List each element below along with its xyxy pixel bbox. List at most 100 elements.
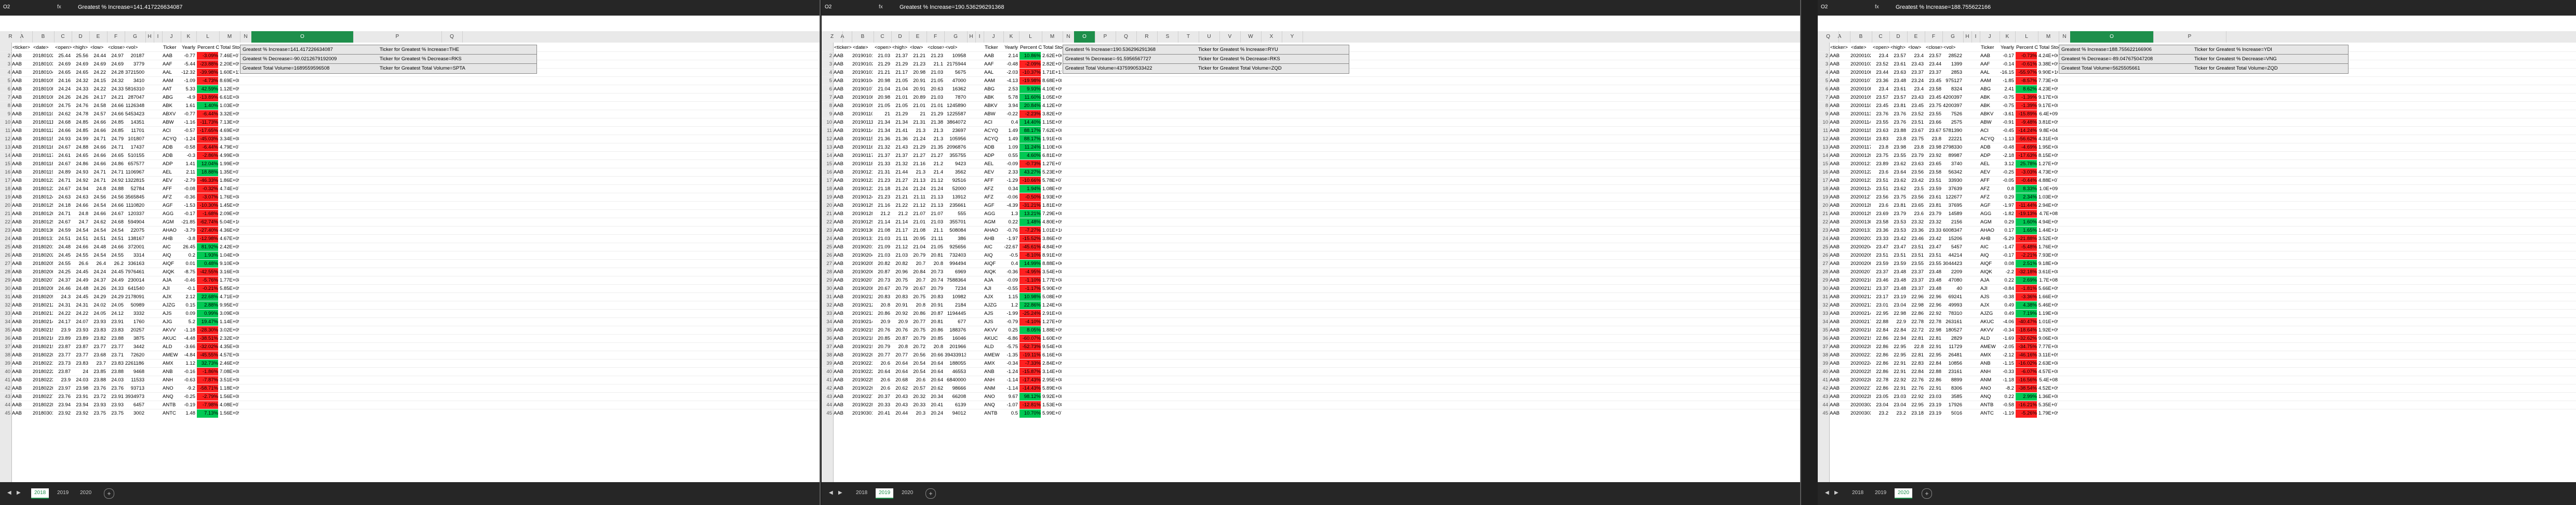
cell-m[interactable]: 4.23E+09 xyxy=(2038,86,2058,92)
cell-b[interactable]: 20180111 xyxy=(33,119,53,125)
cell-m[interactable]: 2.84E+09 xyxy=(1042,361,1062,366)
cell-l[interactable]: -3.03% xyxy=(2016,168,2037,177)
cell-a[interactable]: AAB xyxy=(12,178,22,183)
cell-b[interactable]: 20190101 xyxy=(852,53,873,59)
row-number[interactable]: 39 xyxy=(5,361,10,366)
cell-f[interactable]: 21.38 xyxy=(931,119,943,125)
cell-l[interactable]: -46.33% xyxy=(197,177,218,185)
row-number[interactable]: 35 xyxy=(826,327,832,333)
cell-a[interactable]: AAB xyxy=(12,169,22,175)
cell-d[interactable]: 20.91 xyxy=(895,302,908,308)
cell-b[interactable]: 20180206 xyxy=(33,269,53,275)
cell-b[interactable]: 20190218 xyxy=(852,336,873,341)
cell-g[interactable]: 372001 xyxy=(128,244,144,250)
cell-c[interactable]: 21.2 xyxy=(880,211,891,217)
summary-ticker-line-1[interactable]: Ticker for Greatest % Decrease=RKS xyxy=(380,56,462,62)
cell-f[interactable]: 23.57 xyxy=(1929,53,1941,59)
cell-e[interactable]: 23.36 xyxy=(1911,228,1924,233)
cell-a[interactable]: AAB xyxy=(1830,336,1840,341)
cell-c[interactable]: 23.76 xyxy=(58,394,71,400)
formula-input[interactable]: Greatest % Increase=188.755622166 xyxy=(1896,4,1991,10)
cell-m[interactable]: 1.35E+07 xyxy=(220,169,239,175)
cell-l[interactable]: 8.33% xyxy=(2016,185,2037,193)
cell-k[interactable]: -0.75 xyxy=(2003,95,2014,100)
column-header-t[interactable]: T xyxy=(1178,31,1199,43)
cell-b[interactable]: 20200213 xyxy=(1850,302,1871,308)
cell-l[interactable]: -25.24% xyxy=(1019,310,1041,318)
summary-header-l[interactable]: Percent Change xyxy=(1020,45,1042,50)
cell-a[interactable]: AAB xyxy=(12,286,22,291)
cell-a[interactable]: AAB xyxy=(12,153,22,158)
cell-l[interactable]: -15.52% xyxy=(1019,235,1041,243)
cell-j[interactable]: AJI xyxy=(984,286,991,291)
cell-c[interactable]: 24.17 xyxy=(58,319,71,325)
row-number[interactable]: 4 xyxy=(7,70,10,75)
row-number[interactable]: 26 xyxy=(826,253,832,258)
row-number[interactable]: 19 xyxy=(826,194,832,200)
cell-m[interactable]: 4.73E+09 xyxy=(2038,169,2058,175)
cell-f[interactable]: 23.32 xyxy=(1929,219,1941,225)
column-header-l[interactable]: L xyxy=(1019,31,1042,43)
cell-g[interactable]: 3332 xyxy=(133,311,144,316)
sheet-tab-2020[interactable]: 2020 xyxy=(1895,488,1913,499)
cell-l[interactable]: -4.10% xyxy=(1019,318,1041,326)
cell-l[interactable]: -12.81% xyxy=(1019,401,1041,409)
cell-g[interactable]: 101807 xyxy=(128,136,144,142)
cell-l[interactable]: -0.73% xyxy=(2016,52,2037,60)
cell-m[interactable]: 1.10E+08 xyxy=(1042,144,1062,150)
cell-d[interactable]: 24.48 xyxy=(76,286,88,291)
cell-j[interactable]: AJZG xyxy=(984,302,997,308)
cell-c[interactable]: 24.67 xyxy=(58,219,71,225)
cell-d[interactable]: 23.48 xyxy=(1894,78,1906,84)
cell-e[interactable]: 23.46 xyxy=(1911,236,1924,242)
cell-d[interactable]: 20.44 xyxy=(895,410,908,416)
cell-g[interactable]: 732403 xyxy=(949,253,966,258)
row-number[interactable]: 36 xyxy=(1822,336,1828,341)
cell-f[interactable]: 23.44 xyxy=(1929,61,1941,67)
cell-a[interactable]: AAB xyxy=(12,186,22,192)
cell-l[interactable]: -1.86% xyxy=(197,368,218,376)
cell-c[interactable]: 24.22 xyxy=(58,311,71,316)
cell-m[interactable]: 4.69E+05 xyxy=(220,128,239,134)
cell-f[interactable]: 23.19 xyxy=(1929,410,1941,416)
column-header-j[interactable]: J xyxy=(1980,31,2000,43)
cell-f[interactable]: 24.66 xyxy=(111,111,124,117)
cell-d[interactable]: 21.24 xyxy=(895,186,908,192)
cell-k[interactable]: 0.01 xyxy=(185,261,196,267)
cell-b[interactable]: 20190221 xyxy=(852,361,873,366)
row-number[interactable]: 9 xyxy=(7,111,10,117)
cell-g[interactable]: 9423 xyxy=(955,161,966,167)
cell-g[interactable]: 20257 xyxy=(130,327,144,333)
cell-l[interactable]: -32.02% xyxy=(197,343,218,351)
cell-l[interactable]: -62.74% xyxy=(197,218,218,227)
cell-a[interactable]: AAB xyxy=(12,86,22,92)
cell-b[interactable]: 20200129 xyxy=(1850,211,1871,217)
cell-c[interactable]: 23.63 xyxy=(1876,128,1888,134)
cell-j[interactable]: AIQ xyxy=(984,253,993,258)
column-header-q[interactable]: Q xyxy=(1818,31,1839,43)
cell-c[interactable]: 23.51 xyxy=(1876,186,1888,192)
cell-g[interactable]: 89987 xyxy=(1948,153,1962,158)
header-cell-g[interactable]: <vol> xyxy=(1943,45,1956,50)
cell-d[interactable]: 20.68 xyxy=(895,377,908,383)
cell-f[interactable]: 23.59 xyxy=(1929,186,1941,192)
row-number[interactable]: 41 xyxy=(1822,377,1828,383)
cell-g[interactable]: 188055 xyxy=(949,361,966,366)
cell-m[interactable]: 4.35E+08 xyxy=(220,344,239,350)
cell-f[interactable]: 21.07 xyxy=(931,211,943,217)
cell-m[interactable]: 4.52E+09 xyxy=(2038,386,2058,391)
cell-m[interactable]: 4.24E+06 xyxy=(2038,53,2058,59)
cell-d[interactable]: 23.81 xyxy=(1894,103,1906,109)
cell-f[interactable]: 23.55 xyxy=(1929,261,1941,267)
cell-f[interactable]: 22.84 xyxy=(1929,361,1941,366)
cell-b[interactable]: 20190225 xyxy=(852,377,873,383)
row-number[interactable]: 15 xyxy=(1822,161,1828,167)
cell-b[interactable]: 20190104 xyxy=(852,78,873,84)
cell-c[interactable]: 23.44 xyxy=(1876,70,1888,75)
cell-f[interactable]: 24.56 xyxy=(111,194,124,200)
cell-k[interactable]: 5.78 xyxy=(1008,95,1018,100)
summary-header-k[interactable]: Yearly Change xyxy=(2001,45,2015,50)
cell-m[interactable]: 4.36E+09 xyxy=(220,228,239,233)
row-number[interactable]: 14 xyxy=(5,153,10,158)
cell-l[interactable]: -5.48% xyxy=(2016,243,2037,251)
